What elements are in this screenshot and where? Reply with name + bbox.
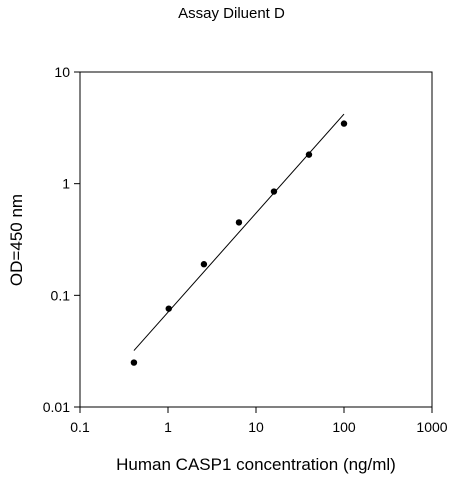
y-axis-ticks: 0.01 0.1 1 10 bbox=[43, 64, 80, 415]
y-tick-label: 0.1 bbox=[51, 287, 71, 303]
data-point bbox=[235, 219, 243, 226]
y-axis-title: OD=450 nm bbox=[7, 194, 26, 286]
y-tick-label: 1 bbox=[62, 176, 70, 192]
y-tick-label: 10 bbox=[54, 64, 70, 80]
plot-frame bbox=[79, 71, 433, 408]
x-tick-label: 0.1 bbox=[70, 419, 90, 435]
x-tick-label: 1000 bbox=[416, 419, 447, 435]
x-tick-label: 100 bbox=[332, 419, 356, 435]
data-point bbox=[305, 151, 313, 158]
x-axis-title: Human CASP1 concentration (ng/ml) bbox=[116, 455, 396, 474]
data-point bbox=[200, 261, 208, 268]
y-tick-label: 0.01 bbox=[43, 399, 70, 415]
x-tick-label: 1 bbox=[164, 419, 172, 435]
data-point bbox=[165, 305, 172, 312]
fit-line bbox=[133, 113, 345, 351]
x-axis-ticks: 0.1 1 10 100 1000 bbox=[70, 407, 448, 435]
data-point bbox=[270, 188, 278, 195]
x-tick-label: 10 bbox=[248, 419, 264, 435]
data-point bbox=[340, 120, 348, 127]
data-point bbox=[130, 359, 138, 366]
data-points bbox=[130, 120, 348, 366]
chart-title: Assay Diluent D bbox=[178, 5, 285, 22]
fit-line-layer bbox=[133, 113, 345, 351]
